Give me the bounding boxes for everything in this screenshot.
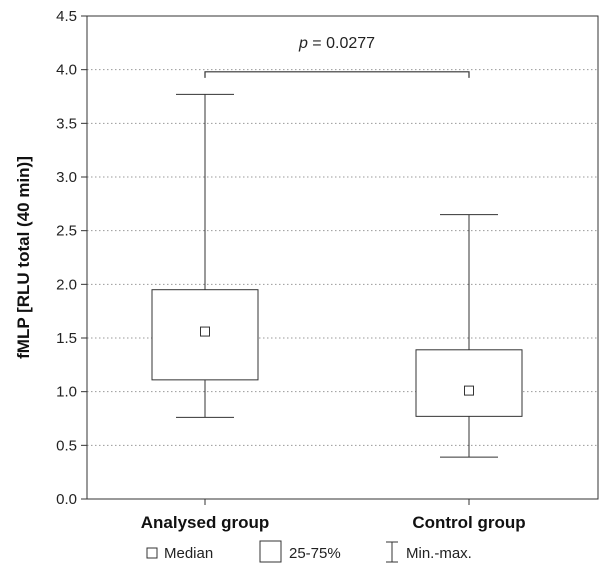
box-1 [151,93,259,418]
x-category-labels: Analysed group Control group [141,513,526,532]
plot-frame [86,15,599,500]
y-axis-label: fMLP [RLU total (40 min)] [14,156,33,359]
legend-median-label: Median [164,545,213,562]
iqr-box [415,349,523,417]
p-value-label: p = 0.0277 [298,35,375,52]
x-category-label: Analysed group [141,513,269,532]
legend-box-symbol [259,540,282,563]
y-tick-labels: 0.0 0.5 1.0 1.5 2.0 2.5 3.0 3.5 4.0 4.5 [56,8,77,508]
y-tick-label: 1.5 [56,330,77,347]
legend: Median 25-75% Min.-max. [146,540,472,563]
y-tick-label: 3.5 [56,115,77,132]
median-marker [200,326,210,337]
legend-box-label: 25-75% [289,545,341,562]
y-tick-label: 1.0 [56,384,77,401]
y-tick-label: 2.5 [56,223,77,240]
box-series [151,93,523,458]
legend-whisker-label: Min.-max. [406,545,472,562]
box-2 [415,214,523,458]
y-tick-label: 0.0 [56,491,77,508]
y-tick-label: 3.0 [56,169,77,186]
legend-median-symbol [146,547,158,559]
significance-annotation: p = 0.0277 [204,35,470,78]
y-tick-label: 0.5 [56,437,77,454]
y-tick-label: 4.5 [56,8,77,25]
x-category-label: Control group [412,513,525,532]
axes [81,15,599,505]
significance-bracket [204,71,470,78]
y-tick-label: 4.0 [56,62,77,79]
median-marker [464,385,474,396]
y-tick-label: 2.0 [56,276,77,293]
